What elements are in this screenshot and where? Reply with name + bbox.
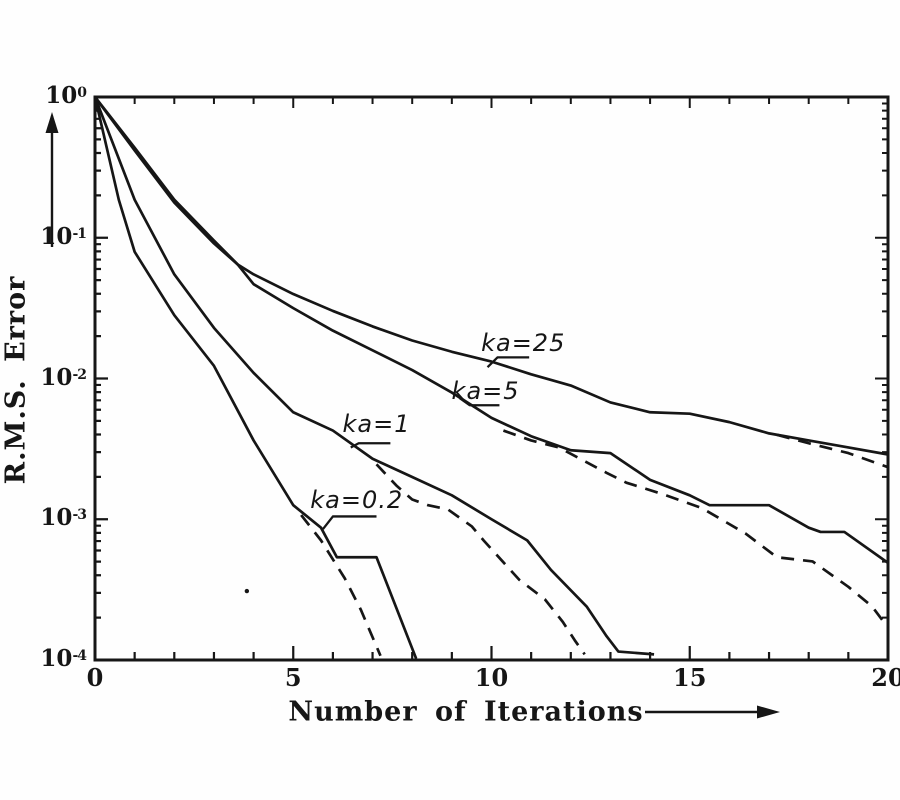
x-tick-label-0: 0 [86, 663, 104, 692]
leader-ka25 [486, 356, 530, 369]
curve-label-ka25: ka=25 [481, 329, 566, 358]
leader-ka1 [350, 442, 391, 449]
y-axis-title: R.M.S. Error [0, 275, 32, 485]
y-axis-right-ticks [875, 96, 888, 661]
leader-ka5 [459, 397, 500, 407]
x-axis-title: Number of Iterations [288, 696, 644, 728]
x-tick-label-15: 15 [673, 663, 707, 692]
series-ka0.2-dashed [300, 514, 382, 657]
curve-label-ka0.2: ka=0.2 [310, 485, 404, 514]
series-ka1-solid [93, 96, 655, 656]
scan-speck [244, 588, 250, 594]
leader-ka0.2 [322, 515, 377, 530]
x-axis-top-ticks [94, 97, 889, 108]
y-tick-label-1e0: 100 [45, 82, 87, 109]
x-tick-label-5: 5 [284, 663, 302, 692]
y-tick-label-1e-1: 10-1 [40, 222, 87, 250]
y-tick-label-1e-4: 10-4 [40, 645, 87, 672]
y-tick-label-1e-3: 10-3 [40, 504, 87, 532]
series-ka1-dashed [375, 463, 586, 656]
series-ka0.2-solid [93, 96, 418, 660]
x-tick-label-10: 10 [474, 663, 509, 692]
y-tick-label-1e-2: 10-2 [40, 363, 87, 391]
y-axis-arrow [45, 112, 59, 247]
series-ka5-solid [93, 96, 889, 564]
series-ka25-dashed [776, 433, 889, 469]
curve-label-ka1: ka=1 [342, 409, 411, 438]
series-ka5-dashed [502, 429, 890, 629]
curve-label-ka5: ka=5 [451, 377, 520, 406]
y-axis-left-ticks [95, 95, 108, 662]
x-axis-arrow [645, 705, 780, 719]
x-tick-label-20: 20 [871, 663, 900, 692]
x-axis-bottom-ticks [93, 646, 890, 660]
